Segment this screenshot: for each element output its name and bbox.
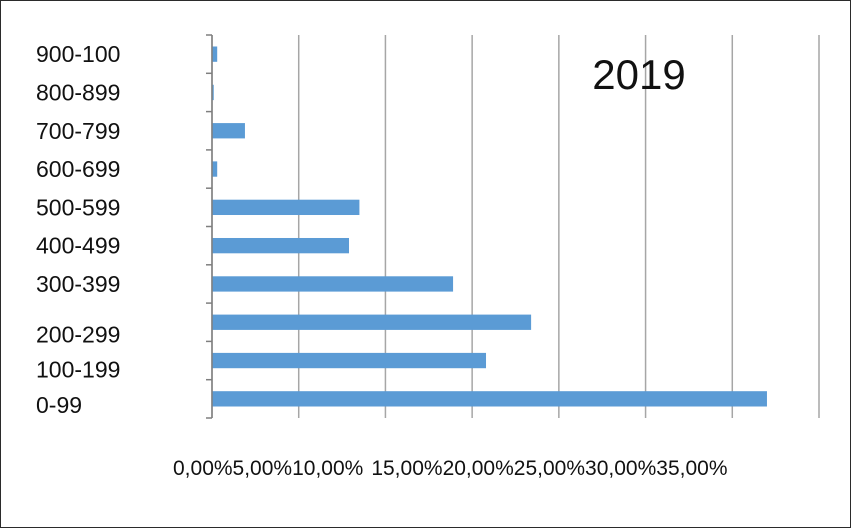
category-label: 100-199 [36, 357, 120, 383]
category-label: 300-399 [36, 271, 120, 297]
x-tick-label: 25,00% [514, 457, 585, 480]
bar-500-599 [212, 199, 360, 216]
bar-300-399 [212, 276, 454, 292]
bar-400-499 [212, 237, 350, 254]
category-label: 800-899 [36, 79, 120, 105]
bar-600-699 [212, 161, 218, 177]
bar-100-199 [212, 352, 487, 369]
category-label: 600-699 [36, 156, 120, 182]
category-label: 0-99 [36, 392, 82, 418]
x-tick-label: 5,00% [233, 457, 293, 480]
x-tick-label: 15,00% [371, 457, 442, 480]
category-label: 500-599 [36, 194, 120, 220]
category-labels: 0-99 100-199 200-299 300-399 400-499 500-599 6… [36, 41, 120, 418]
chart-title: 2019 [592, 51, 685, 98]
bar-800-899 [212, 84, 214, 101]
category-label: 900-100 [36, 41, 120, 67]
gridlines [211, 35, 820, 418]
bars [212, 46, 767, 407]
y-axis [206, 34, 213, 419]
category-label: 700-799 [36, 118, 120, 144]
x-tick-label: 30,00% [585, 457, 656, 480]
bar-700-799 [212, 123, 245, 139]
category-label: 200-299 [36, 321, 120, 347]
category-label: 400-499 [36, 233, 120, 259]
x-tick-label: 10,00% [292, 457, 363, 480]
x-tick-label: 0,00% [173, 457, 233, 480]
x-tick-label: 35,00% [656, 457, 727, 480]
x-tick-labels: 0,00% 5,00% 10,00% 15,00% 20,00% 25,00% 30,00%… [173, 457, 728, 480]
bar-0-99 [212, 391, 767, 407]
x-tick-label: 20,00% [443, 457, 514, 480]
bar-900-100 [212, 46, 218, 62]
bar-200-299 [212, 314, 532, 330]
